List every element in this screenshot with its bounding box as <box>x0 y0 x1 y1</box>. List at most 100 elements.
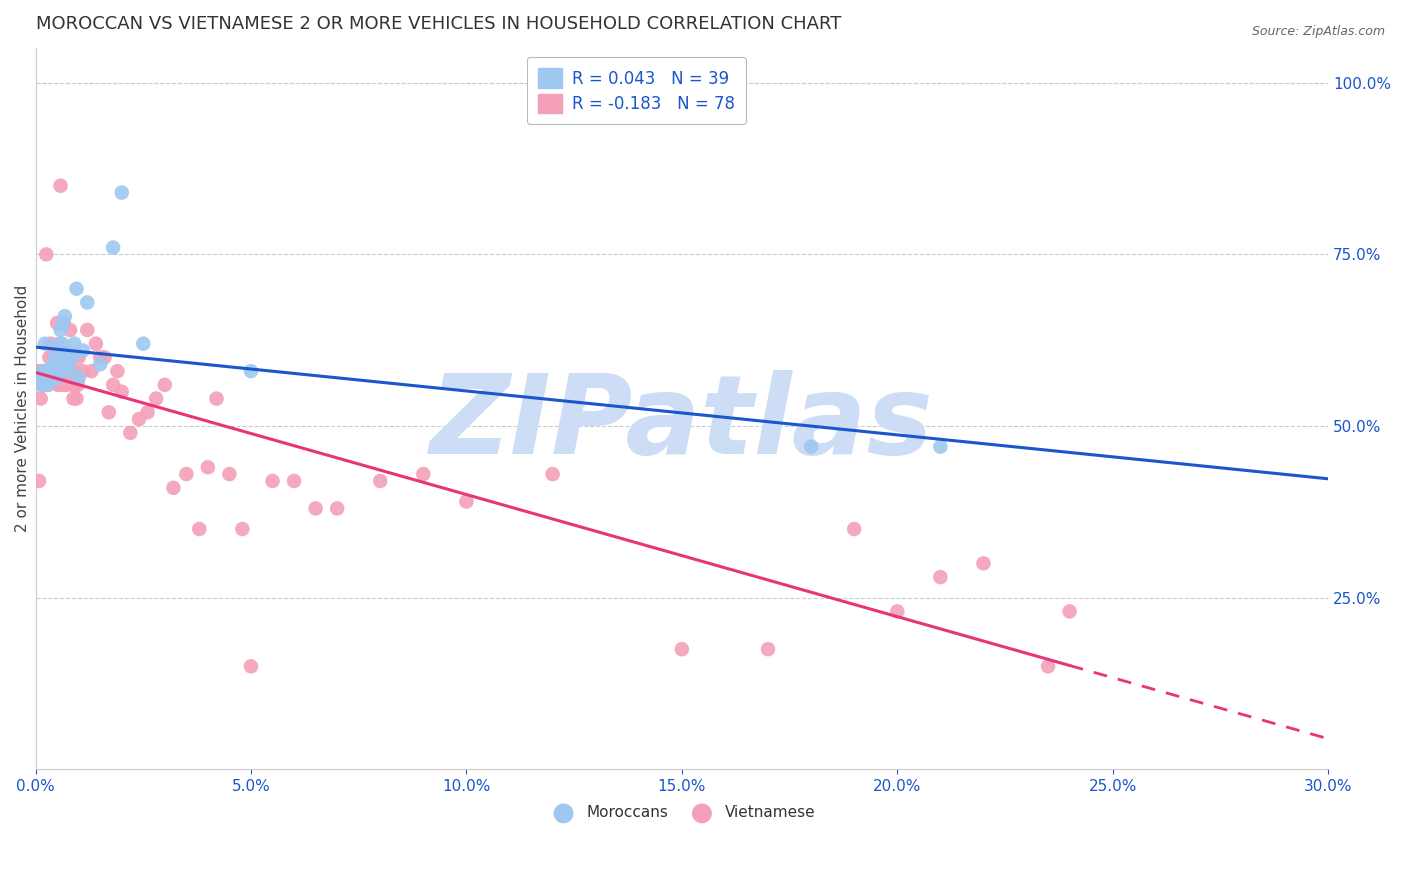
Point <box>240 659 263 673</box>
Point <box>844 522 866 536</box>
Point <box>56 357 79 371</box>
Point <box>72 364 94 378</box>
Point <box>929 440 952 454</box>
Point <box>76 323 98 337</box>
Point <box>30 392 52 406</box>
Point <box>67 351 90 365</box>
Point <box>55 343 77 358</box>
Point <box>80 364 103 378</box>
Point <box>27 364 49 378</box>
Point <box>44 364 66 378</box>
Point <box>153 377 176 392</box>
Point <box>32 364 55 378</box>
Point <box>46 368 69 382</box>
Point <box>53 377 76 392</box>
Point <box>42 364 65 378</box>
Point <box>240 364 263 378</box>
Point <box>55 351 77 365</box>
Point <box>48 336 70 351</box>
Point <box>60 377 83 392</box>
Point <box>63 377 86 392</box>
Point <box>38 351 60 365</box>
Point <box>89 357 111 371</box>
Point <box>55 377 77 392</box>
Point <box>283 474 305 488</box>
Point <box>65 282 87 296</box>
Point <box>136 405 159 419</box>
Point <box>63 364 86 378</box>
Point <box>101 377 124 392</box>
Point <box>205 392 228 406</box>
Point <box>37 375 59 389</box>
Point <box>456 494 478 508</box>
Point <box>162 481 184 495</box>
Point <box>44 351 66 365</box>
Point <box>56 364 79 378</box>
Point <box>218 467 240 481</box>
Point <box>756 642 779 657</box>
Point <box>97 405 120 419</box>
Point <box>326 501 349 516</box>
Point <box>65 392 87 406</box>
Point <box>62 392 84 406</box>
Point <box>671 642 693 657</box>
Point <box>59 364 82 378</box>
Point <box>84 336 107 351</box>
Point <box>93 351 115 365</box>
Point <box>886 604 908 618</box>
Y-axis label: 2 or more Vehicles in Household: 2 or more Vehicles in Household <box>15 285 30 533</box>
Point <box>51 364 73 378</box>
Point <box>412 467 434 481</box>
Point <box>37 377 59 392</box>
Point <box>28 474 51 488</box>
Point <box>49 323 72 337</box>
Point <box>30 377 52 392</box>
Point <box>42 351 65 365</box>
Point <box>55 357 77 371</box>
Point <box>145 392 167 406</box>
Point <box>66 377 89 392</box>
Text: MOROCCAN VS VIETNAMESE 2 OR MORE VEHICLES IN HOUSEHOLD CORRELATION CHART: MOROCCAN VS VIETNAMESE 2 OR MORE VEHICLE… <box>35 15 841 33</box>
Point <box>52 316 75 330</box>
Point <box>120 425 142 440</box>
Point <box>45 364 67 378</box>
Point <box>31 364 53 378</box>
Point <box>368 474 391 488</box>
Point <box>28 368 51 382</box>
Point <box>34 336 56 351</box>
Point <box>38 364 60 378</box>
Point <box>197 460 219 475</box>
Point <box>1036 659 1059 673</box>
Point <box>59 364 82 378</box>
Legend: Moroccans, Vietnamese: Moroccans, Vietnamese <box>543 799 821 827</box>
Point <box>46 351 69 365</box>
Point <box>58 364 80 378</box>
Point <box>41 360 63 375</box>
Point <box>111 384 134 399</box>
Point <box>107 364 129 378</box>
Point <box>53 309 76 323</box>
Point <box>35 247 58 261</box>
Text: ZIPatlas: ZIPatlas <box>430 370 934 477</box>
Point <box>128 412 150 426</box>
Point <box>42 364 65 378</box>
Point <box>42 357 65 371</box>
Point <box>76 295 98 310</box>
Point <box>972 557 994 571</box>
Point <box>541 467 564 481</box>
Point <box>39 368 62 382</box>
Point <box>48 377 70 392</box>
Point <box>34 364 56 378</box>
Point <box>929 570 952 584</box>
Point <box>101 241 124 255</box>
Point <box>63 336 86 351</box>
Point <box>35 368 58 382</box>
Point <box>32 377 55 392</box>
Point <box>132 336 155 351</box>
Point <box>28 371 51 385</box>
Point <box>51 351 73 365</box>
Point <box>67 371 90 385</box>
Point <box>51 364 73 378</box>
Point <box>60 351 83 365</box>
Point <box>45 371 67 385</box>
